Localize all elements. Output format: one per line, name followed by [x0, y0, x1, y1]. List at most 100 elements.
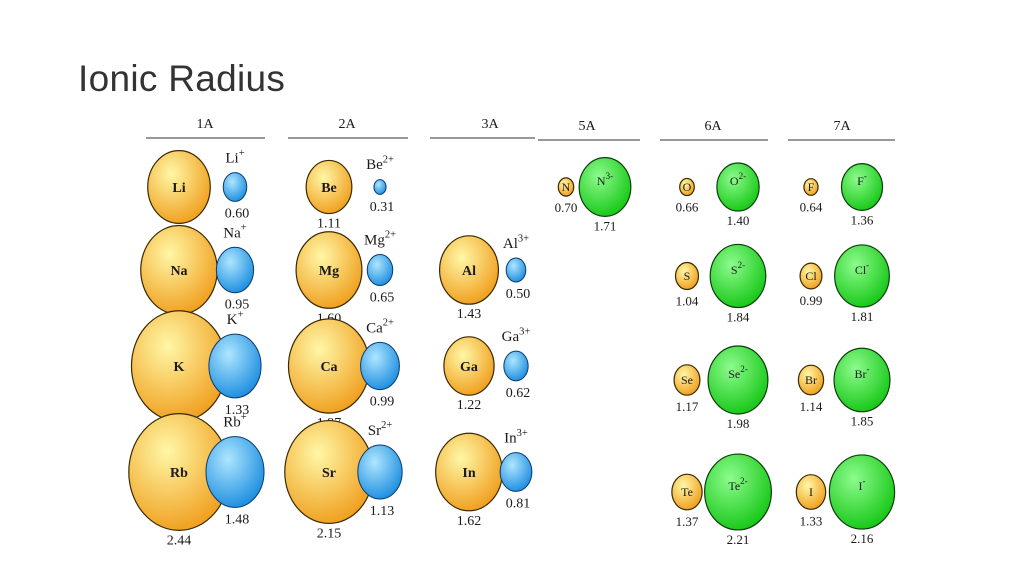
ion-charge: -	[866, 260, 869, 270]
ion-radius-value: 1.40	[727, 213, 750, 228]
atom-radius-value: 1.62	[457, 514, 482, 529]
group-header: 2A	[338, 117, 356, 132]
ion-radius-value: 1.33	[225, 403, 250, 418]
ion-symbol: In	[504, 431, 517, 447]
ion-label: Rb+	[223, 412, 247, 431]
ion-sphere	[208, 333, 262, 399]
ion-charge: -	[863, 476, 866, 486]
ion-charge: 2-	[740, 364, 748, 374]
atom-symbol: Te	[681, 485, 693, 499]
ion-symbol: Te	[728, 479, 740, 493]
atom-sphere	[803, 178, 819, 196]
atom-symbol: S	[684, 269, 691, 283]
ion-radius-value: 1.48	[225, 512, 250, 527]
ion-symbol: Rb	[223, 415, 241, 431]
ion-radius-value: 2.21	[727, 532, 750, 547]
ion-sphere	[505, 257, 527, 283]
ion-sphere	[366, 253, 394, 287]
ion-label: K+	[227, 309, 244, 328]
ion-radius-value: 1.84	[727, 310, 750, 325]
ion-radius-value: 0.81	[506, 496, 531, 511]
ion-radius-value: 0.60	[225, 206, 250, 221]
ion-radius-value: 2.16	[851, 531, 874, 546]
atom-sphere	[147, 150, 211, 224]
ion-label: F-	[857, 171, 867, 188]
ion-charge: 2-	[738, 260, 746, 270]
atom-symbol: Br	[805, 373, 817, 387]
ion-charge: 3+	[519, 326, 530, 337]
ion-sphere	[373, 179, 387, 195]
atom-symbol: Mg	[319, 264, 339, 279]
ion-charge: 3+	[518, 233, 529, 244]
ion-label: Ca2+	[366, 318, 394, 337]
ion-charge: -	[867, 364, 870, 374]
ion-symbol: Na	[223, 225, 241, 241]
ion-charge: 2+	[383, 318, 394, 329]
ion-charge: +	[239, 148, 245, 159]
ion-sphere	[360, 341, 400, 391]
ion-radius-value: 1.98	[727, 416, 750, 431]
atom-radius-value: 0.70	[555, 200, 578, 215]
atom-radius-value: 1.37	[676, 514, 699, 529]
ion-charge: 2+	[385, 230, 396, 241]
ion-label: In3+	[504, 428, 528, 447]
ion-symbol: Ga	[502, 329, 520, 345]
atom-radius-value: 1.22	[457, 398, 482, 413]
ion-sphere	[716, 162, 760, 212]
ion-radius-value: 0.99	[370, 395, 395, 410]
ion-sphere	[357, 444, 403, 500]
ion-charge: 2-	[739, 171, 747, 181]
ion-label: Mg2+	[364, 230, 396, 249]
ion-radius-value: 1.36	[851, 212, 874, 227]
atom-sphere	[795, 474, 827, 510]
ion-symbol: F	[857, 174, 864, 188]
ion-sphere	[215, 246, 255, 294]
ion-charge: 2-	[740, 476, 748, 486]
ion-radius-value: 1.13	[370, 504, 395, 519]
ion-sphere	[707, 345, 769, 415]
ion-symbol: O	[730, 174, 739, 188]
slide-title: Ionic Radius	[78, 58, 286, 99]
ion-sphere	[499, 452, 533, 492]
atom-sphere	[305, 159, 353, 215]
atom-sphere	[799, 262, 823, 290]
ion-label: Cl-	[855, 260, 869, 277]
ion-sphere	[828, 454, 896, 530]
ion-label: Br-	[855, 364, 870, 381]
atom-radius-value: 0.64	[800, 199, 823, 214]
ion-symbol: Sr	[368, 423, 381, 439]
atom-sphere	[557, 177, 575, 197]
ion-sphere	[578, 157, 632, 217]
ion-charge: +	[237, 309, 243, 320]
ion-sphere	[834, 244, 890, 308]
atom-sphere	[443, 336, 495, 396]
ion-charge: 3+	[517, 428, 528, 439]
atom-symbol: Se	[681, 373, 693, 387]
ion-symbol: Li	[225, 151, 238, 167]
atom-symbol: Rb	[170, 466, 188, 481]
ion-charge: -	[864, 171, 867, 181]
atom-symbol: Al	[462, 264, 476, 279]
atom-symbol: Be	[321, 181, 337, 196]
ion-label: Te2-	[728, 476, 747, 493]
ion-symbol: Br	[855, 367, 867, 381]
ion-label: Sr2+	[368, 420, 393, 439]
ion-label: Be2+	[366, 154, 394, 173]
atom-radius-value: 2.44	[167, 533, 192, 548]
ion-symbol: N	[597, 174, 606, 188]
ion-sphere	[840, 163, 884, 211]
ion-charge: +	[241, 412, 247, 423]
atom-radius-value: 1.14	[800, 399, 823, 414]
atom-symbol: Ca	[320, 360, 337, 375]
atom-symbol: Sr	[322, 466, 336, 481]
group-header: 6A	[704, 119, 722, 134]
ion-radius-value: 1.85	[851, 414, 874, 429]
ion-label: S2-	[731, 260, 745, 277]
atom-sphere	[673, 364, 701, 396]
ion-symbol: Mg	[364, 232, 385, 248]
ion-label: O2-	[730, 171, 746, 188]
ion-symbol: Al	[503, 236, 518, 252]
ion-radius-value: 0.65	[370, 291, 395, 306]
ion-sphere	[205, 436, 265, 508]
